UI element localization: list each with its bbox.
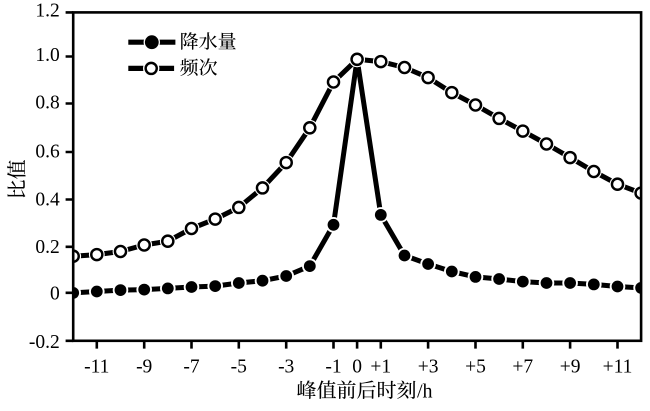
- svg-text:0.6: 0.6: [35, 141, 60, 162]
- svg-text:1.0: 1.0: [35, 45, 59, 66]
- svg-text:+9: +9: [560, 357, 581, 378]
- svg-text:-9: -9: [136, 357, 152, 378]
- svg-text:+3: +3: [418, 357, 439, 378]
- svg-text:+5: +5: [465, 357, 486, 378]
- svg-text:0.8: 0.8: [35, 93, 59, 114]
- svg-text:0: 0: [50, 283, 60, 304]
- svg-text:-1: -1: [325, 357, 341, 378]
- svg-text:+11: +11: [603, 357, 633, 378]
- svg-text:0.2: 0.2: [35, 237, 59, 258]
- svg-text:-0.2: -0.2: [29, 332, 60, 353]
- svg-text:-5: -5: [231, 357, 247, 378]
- svg-text:-7: -7: [183, 357, 199, 378]
- svg-text:-3: -3: [278, 357, 294, 378]
- svg-text:+7: +7: [512, 357, 533, 378]
- svg-text:1.2: 1.2: [35, 1, 59, 22]
- svg-text:/h: /h: [417, 380, 433, 402]
- svg-text:0: 0: [352, 357, 362, 378]
- svg-text:+1: +1: [370, 357, 391, 378]
- svg-text:-11: -11: [84, 357, 109, 378]
- svg-text:0.4: 0.4: [35, 189, 60, 210]
